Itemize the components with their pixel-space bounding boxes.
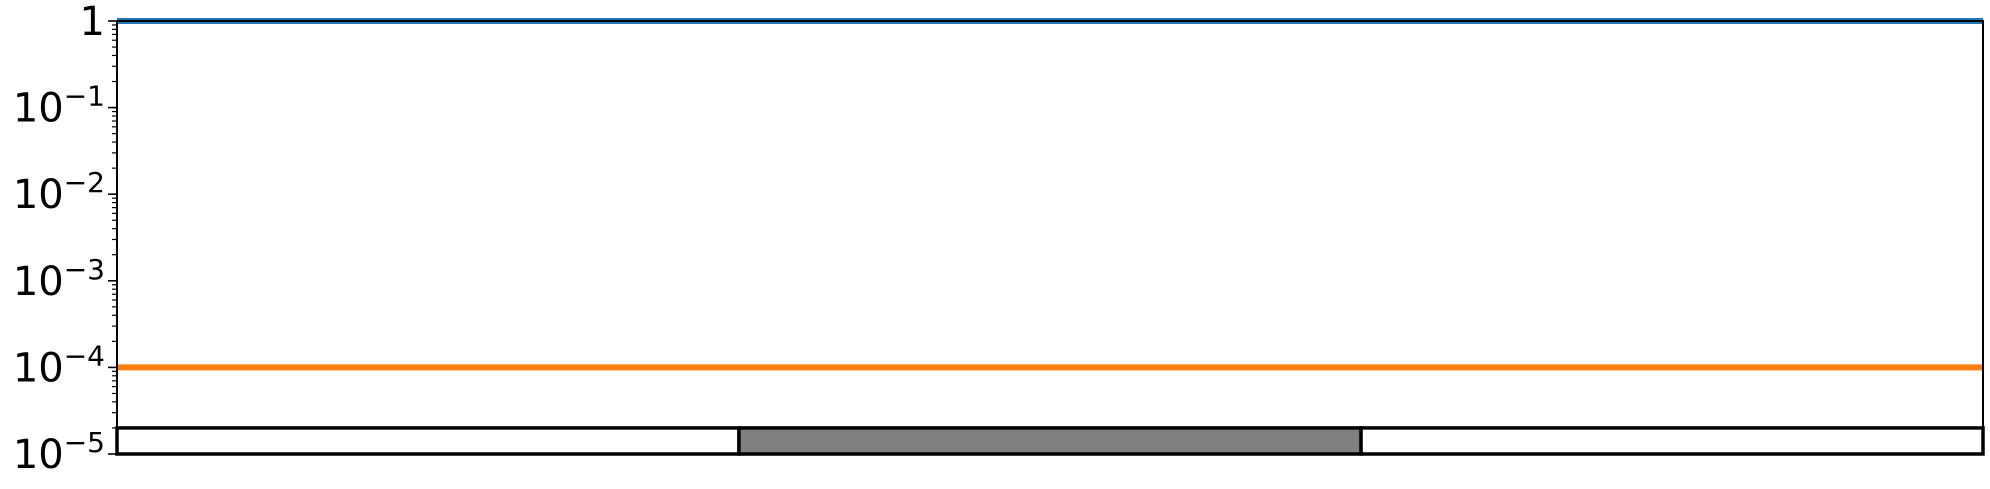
y-tick-label-1: 10−1 bbox=[13, 80, 105, 132]
band-segment-0 bbox=[115, 426, 741, 456]
y-tick-label-3: 10−3 bbox=[13, 253, 105, 305]
y-tick-label-0: 1 bbox=[80, 0, 105, 45]
series-layer bbox=[117, 18, 1983, 371]
y-axis-ticks: 1 10−1 10−2 10−3 10−4 10−5 bbox=[13, 0, 117, 478]
band-segment-2 bbox=[1359, 426, 1985, 456]
y-tick-label-4: 10−4 bbox=[13, 339, 105, 391]
band-layer bbox=[115, 426, 1985, 456]
plot-frame bbox=[116, 20, 1984, 455]
band-segment-1 bbox=[737, 426, 1363, 456]
y-tick-label-5: 10−5 bbox=[13, 426, 105, 478]
y-tick-label-2: 10−2 bbox=[13, 166, 105, 218]
